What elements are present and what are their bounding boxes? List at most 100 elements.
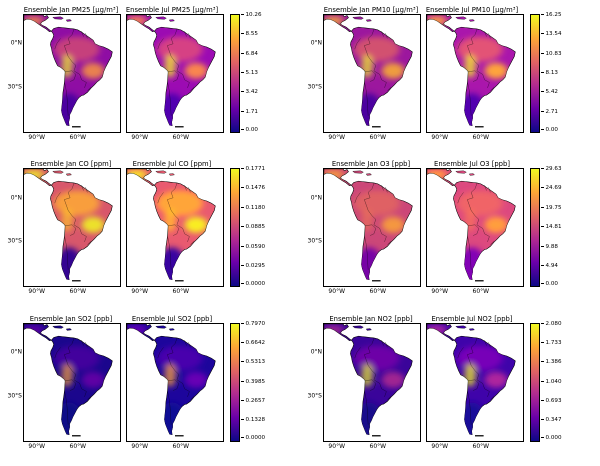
y-tick-30s: 30°S [307,83,322,91]
colorbar-tick: 13.54 [541,31,562,37]
map-panel-jan-pm10: 90°W 60°W [323,14,421,142]
x-axis-labels: 90°W 60°W [323,287,419,296]
x-tick-60w: 60°W [472,134,490,141]
colorbar-tick: 16.25 [541,12,562,18]
x-tick-60w: 60°W [172,442,190,450]
colorbar-tick-labels: 16.25 13.54 10.83 8.13 5.42 2.71 0.00 [541,12,575,133]
panel-titles: Ensemble Jan PM25 [μg/m³] Ensemble Jul P… [23,6,302,14]
x-axis-labels: 90°W 60°W [323,133,419,142]
colorbar-gradient [530,168,540,288]
map-jul-co [126,168,224,288]
x-axis-labels: 90°W 60°W [126,287,222,296]
y-tick-30s: 30°S [7,237,22,245]
y-axis-labels: 0°N 30°S [6,168,23,285]
colorbar-tick: 8.13 [541,70,558,76]
colorbar-tick: 0.0000 [241,435,266,441]
colorbar-tick-labels: 29.63 24.69 19.75 14.81 9.88 4.94 0.00 [541,166,575,287]
x-tick-90w: 90°W [328,442,346,450]
colorbar-tick: 10.83 [541,51,562,57]
map-jan-no2 [323,322,421,442]
x-tick-90w: 90°W [131,288,149,296]
map-panel-jul-co: 90°W 60°W [126,168,224,296]
panel-group-pm25: Ensemble Jan PM25 [μg/m³] Ensemble Jul P… [2,3,302,157]
x-tick-90w: 90°W [431,288,449,296]
y-tick-0n: 0°N [10,194,22,202]
colorbar-pm25: 10.26 8.55 6.84 5.13 3.42 1.71 0.00 [230,12,275,133]
y-tick-0n: 0°N [310,194,322,202]
map-jul-o3 [426,168,524,288]
x-tick-60w: 60°W [472,288,490,296]
y-tick-30s: 30°S [307,392,322,400]
colorbar-tick: 14.81 [541,224,562,230]
panel-titles: Ensemble Jan SO2 [ppb] Ensemble Jul SO2 … [23,315,302,323]
colorbar-tick: 0.00 [241,127,258,133]
x-tick-60w: 60°W [69,442,87,450]
colorbar-tick: 0.1180 [241,205,266,211]
x-axis-labels: 90°W 60°W [23,442,119,451]
colorbar-tick: 0.0000 [241,281,266,287]
map-title-jan-pm10: Ensemble Jan PM10 [μg/m³] [323,6,419,14]
colorbar-no2: 2.080 1.733 1.386 1.040 0.693 0.347 0.00… [530,321,575,442]
colorbar-tick: 0.00 [541,127,558,133]
panel-group-no2: Ensemble Jan NO2 [ppb] Ensemble Jul NO2 … [302,312,600,466]
colorbar-tick-labels: 0.7970 0.6642 0.5313 0.3985 0.2657 0.132… [241,321,275,442]
colorbar-tick: 0.7970 [241,321,266,327]
x-axis-labels: 90°W 60°W [426,442,522,451]
colorbar-tick: 0.1771 [241,166,266,172]
map-jan-co [23,168,121,288]
y-tick-0n: 0°N [10,348,22,356]
colorbar-tick: 0.1476 [241,185,266,191]
colorbar-gradient [530,322,540,442]
colorbar-tick: 9.88 [541,244,558,250]
colorbar-gradient [530,14,540,133]
colorbar-tick: 5.42 [541,89,558,95]
colorbar-gradient [230,322,240,442]
colorbar-tick: 0.6642 [241,340,266,346]
colorbar-o3: 29.63 24.69 19.75 14.81 9.88 4.94 0.00 [530,166,575,288]
x-axis-labels: 90°W 60°W [23,287,119,296]
colorbar-tick: 0.0590 [241,244,266,250]
x-axis-labels: 90°W 60°W [23,133,119,142]
map-panel-jan-o3: 90°W 60°W [323,168,421,296]
colorbar-tick: 24.69 [541,185,562,191]
map-title-jul-no2: Ensemble Jul NO2 [ppb] [431,314,513,323]
map-title-jul-pm10: Ensemble Jul PM10 [μg/m³] [425,6,519,14]
map-jan-o3 [323,168,421,288]
map-jan-pm10 [323,14,421,133]
colorbar-tick: 29.63 [541,166,562,172]
colorbar-tick: 0.693 [541,398,562,404]
colorbar-tick: 19.75 [541,205,562,211]
y-tick-0n: 0°N [310,348,322,356]
panel-group-co: Ensemble Jan CO [ppm] Ensemble Jul CO [p… [2,157,302,311]
colorbar-tick-labels: 2.080 1.733 1.386 1.040 0.693 0.347 0.00… [541,321,575,442]
map-title-jan-o3: Ensemble Jan O3 [ppb] [331,160,411,169]
colorbar-gradient [230,168,240,288]
colorbar-tick: 0.00 [541,281,558,287]
y-axis-labels: 0°N 30°S [306,14,323,131]
map-panel-jul-so2: 90°W 60°W [126,322,224,451]
x-tick-60w: 60°W [369,288,387,296]
x-axis-labels: 90°W 60°W [323,442,419,451]
colorbar-tick: 6.84 [241,51,258,57]
colorbar-tick: 0.3985 [241,379,266,385]
x-tick-60w: 60°W [172,288,190,296]
map-jul-so2 [126,322,224,442]
colorbar-tick: 0.2657 [241,398,266,404]
map-panel-jul-pm10: 90°W 60°W [426,14,524,142]
colorbar-tick: 0.0885 [241,224,266,230]
panel-group-o3: Ensemble Jan O3 [ppb] Ensemble Jul O3 [p… [302,157,600,311]
map-title-jan-co: Ensemble Jan CO [ppm] [30,160,112,169]
panel-group-pm10: Ensemble Jan PM10 [μg/m³] Ensemble Jul P… [302,3,600,157]
x-tick-60w: 60°W [369,134,387,141]
y-tick-0n: 0°N [10,39,22,47]
x-tick-60w: 60°W [172,134,190,141]
map-jan-pm25 [23,14,121,133]
colorbar-tick: 10.26 [241,12,262,18]
x-tick-60w: 60°W [69,288,87,296]
x-tick-60w: 60°W [369,442,387,450]
map-panel-jan-co: 90°W 60°W [23,168,121,296]
x-tick-60w: 60°W [472,442,490,450]
colorbar-tick: 2.71 [541,109,558,115]
y-axis-labels: 0°N 30°S [6,323,23,440]
colorbar-tick: 1.040 [541,379,562,385]
